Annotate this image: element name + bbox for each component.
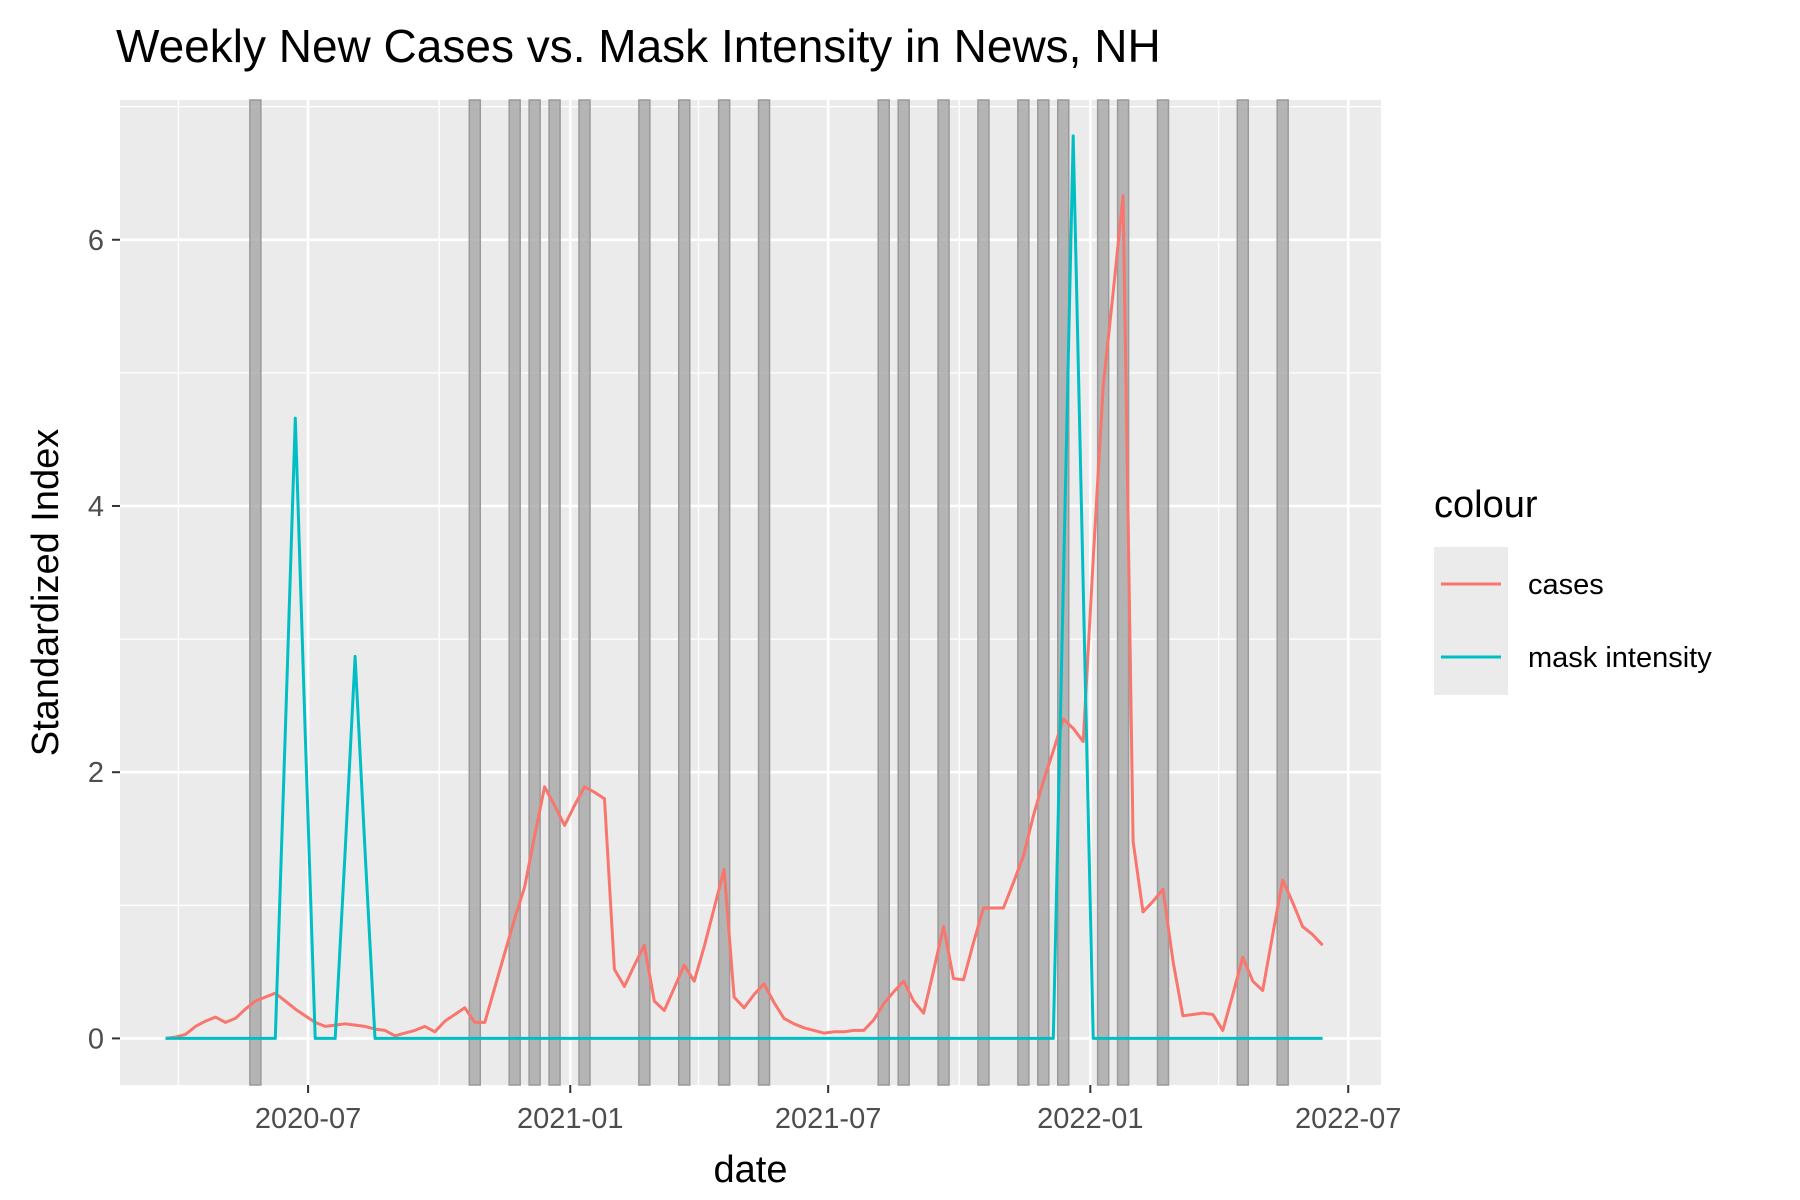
highlight-band <box>638 99 651 1086</box>
y-tick-label: 6 <box>88 225 104 257</box>
highlight-band <box>508 99 521 1086</box>
grid-lines <box>120 100 1381 1085</box>
highlight-band <box>897 99 910 1086</box>
y-axis-title: Standardized Index <box>25 429 67 756</box>
highlight-band <box>1017 99 1030 1086</box>
axes: 0 2 4 6 2020-07 2021-01 2021-07 2022-01 2022-07 <box>88 225 1402 1135</box>
series-lines <box>165 134 1324 1040</box>
legend-label-cases: cases <box>1528 569 1604 601</box>
highlight-band <box>757 99 771 1086</box>
highlight-band <box>578 99 591 1086</box>
x-tick-label: 2022-01 <box>1037 1103 1143 1135</box>
legend: colour cases mask intensity <box>1434 484 1712 695</box>
highlight-band <box>1037 99 1050 1086</box>
highlight-band <box>548 99 561 1086</box>
highlight-band <box>877 99 890 1086</box>
legend-title: colour <box>1434 484 1538 526</box>
highlight-band <box>249 99 262 1086</box>
series-line-mask-intensity <box>165 134 1323 1040</box>
y-tick-label: 0 <box>88 1023 104 1055</box>
x-tick-label: 2020-07 <box>255 1103 361 1135</box>
legend-key-background <box>1434 547 1508 695</box>
highlight-band <box>677 99 691 1086</box>
x-tick-label: 2022-07 <box>1295 1103 1401 1135</box>
highlight-band <box>468 99 482 1086</box>
y-tick-label: 4 <box>88 491 104 523</box>
legend-label-mask-intensity: mask intensity <box>1528 642 1712 674</box>
highlight-band <box>1156 99 1170 1086</box>
plot-panel <box>120 100 1381 1085</box>
series-line-cases <box>165 194 1324 1040</box>
chart-title: Weekly New Cases vs. Mask Intensity in N… <box>116 20 1161 72</box>
y-tick-label: 2 <box>88 757 104 789</box>
x-axis-title: date <box>714 1149 788 1191</box>
highlight-band <box>977 99 990 1086</box>
x-tick-label: 2021-07 <box>775 1103 881 1135</box>
highlight-band <box>1276 99 1289 1086</box>
highlight-band <box>937 99 950 1086</box>
x-tick-label: 2021-01 <box>517 1103 623 1135</box>
highlight-band <box>1236 99 1250 1086</box>
highlight-bands <box>249 99 1289 1086</box>
highlight-band <box>1096 99 1110 1086</box>
highlight-band <box>528 99 541 1086</box>
highlight-band <box>717 99 731 1086</box>
